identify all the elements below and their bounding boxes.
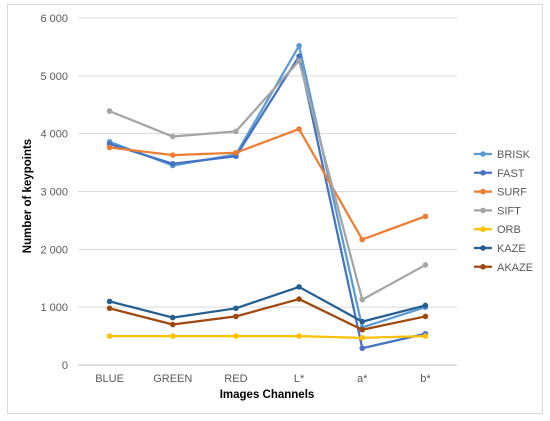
- legend-swatch-marker: [480, 170, 486, 176]
- legend-label: KAZE: [497, 243, 526, 255]
- legend-item-akaze: AKAZE: [474, 262, 533, 274]
- data-point-akaze: [296, 296, 302, 302]
- legend-item-kaze: KAZE: [474, 243, 526, 255]
- y-tick-label: 4 000: [40, 129, 68, 141]
- data-point-sift: [233, 128, 239, 135]
- series-surf: [106, 126, 429, 243]
- grid-lines: [78, 17, 457, 366]
- data-point-orb: [169, 333, 176, 339]
- series-line-fast: [109, 55, 426, 350]
- data-point-akaze: [106, 305, 113, 312]
- y-tick-label: 5 000: [40, 71, 68, 83]
- data-point-surf: [233, 149, 239, 156]
- legend-label: FAST: [497, 168, 525, 180]
- data-point-surf: [296, 126, 302, 132]
- y-axis-title: Number of keypoints: [22, 139, 34, 253]
- series-group: [106, 42, 429, 352]
- x-axis-title: Images Channels: [220, 389, 315, 401]
- data-point-surf: [422, 213, 429, 220]
- legend-item-fast: FAST: [474, 168, 525, 180]
- x-tick-label: BLUE: [95, 373, 124, 385]
- series-line-surf: [109, 127, 426, 241]
- data-point-akaze: [359, 326, 366, 333]
- series-brisk: [106, 42, 429, 331]
- legend-item-surf: SURF: [474, 187, 527, 199]
- legend-swatch-marker: [480, 151, 486, 157]
- x-tick-label: GREEN: [153, 373, 192, 385]
- data-point-sift: [359, 296, 366, 303]
- y-tick-label: 1 000: [40, 302, 68, 314]
- legend-swatch-marker: [480, 245, 486, 251]
- data-point-brisk: [296, 42, 302, 49]
- data-point-akaze: [233, 313, 239, 320]
- legend-item-sift: SIFT: [474, 205, 521, 217]
- legend-label: BRISK: [497, 149, 531, 161]
- series-line-akaze: [109, 297, 426, 331]
- data-point-orb: [233, 333, 239, 339]
- legend-swatch-marker: [480, 207, 486, 214]
- data-point-akaze: [169, 321, 176, 328]
- data-point-kaze: [359, 318, 366, 325]
- data-point-orb: [106, 333, 113, 339]
- series-line-brisk: [109, 44, 426, 329]
- legend-swatch-marker: [480, 226, 486, 232]
- y-tick-label: 3 000: [40, 187, 68, 199]
- series-sift: [106, 57, 429, 303]
- data-point-surf: [106, 144, 113, 151]
- data-point-sift: [296, 57, 302, 64]
- x-tick-labels: BLUE GREEN RED L* a* b*: [95, 373, 431, 385]
- series-akaze: [106, 296, 429, 333]
- chart-frame: [7, 4, 543, 414]
- data-point-fast: [169, 160, 176, 167]
- legend: BRISK FAST SURF SIFT ORB KAZE AKAZE: [474, 149, 533, 274]
- data-point-sift: [106, 108, 113, 114]
- data-point-sift: [169, 133, 176, 140]
- series-line-kaze: [109, 285, 426, 323]
- y-tick-label: 6 000: [40, 13, 68, 25]
- y-tick-label: 2 000: [40, 244, 68, 256]
- y-tick-label: 0: [62, 360, 68, 372]
- series-line-sift: [109, 59, 426, 301]
- legend-label: ORB: [497, 224, 521, 236]
- data-point-surf: [359, 236, 366, 243]
- legend-label: SURF: [497, 187, 527, 199]
- legend-swatch-marker: [480, 264, 486, 270]
- y-tick-labels: 0 1 000 2 000 3 000 4 000 5 000 6 000: [40, 13, 68, 372]
- data-point-sift: [422, 262, 429, 268]
- legend-item-brisk: BRISK: [474, 149, 531, 161]
- legend-item-orb: ORB: [474, 224, 521, 236]
- x-tick-label: RED: [224, 373, 247, 385]
- legend-label: AKAZE: [497, 262, 533, 274]
- series-line-orb: [109, 334, 426, 339]
- data-point-surf: [169, 152, 176, 158]
- data-point-kaze: [422, 302, 429, 309]
- data-point-orb: [359, 335, 366, 341]
- x-tick-label: L*: [294, 373, 305, 385]
- data-point-fast: [359, 345, 366, 352]
- legend-swatch-marker: [480, 188, 486, 195]
- data-point-orb: [422, 333, 429, 339]
- data-point-fast: [296, 53, 302, 59]
- x-tick-label: b*: [420, 373, 431, 385]
- data-point-kaze: [296, 284, 302, 290]
- series-orb: [106, 333, 429, 341]
- data-point-kaze: [233, 305, 239, 312]
- data-point-akaze: [422, 313, 429, 320]
- data-point-kaze: [106, 298, 113, 305]
- data-point-kaze: [169, 314, 176, 321]
- series-kaze: [106, 284, 429, 325]
- x-tick-label: a*: [357, 373, 368, 385]
- data-point-orb: [296, 333, 302, 339]
- legend-label: SIFT: [497, 205, 521, 217]
